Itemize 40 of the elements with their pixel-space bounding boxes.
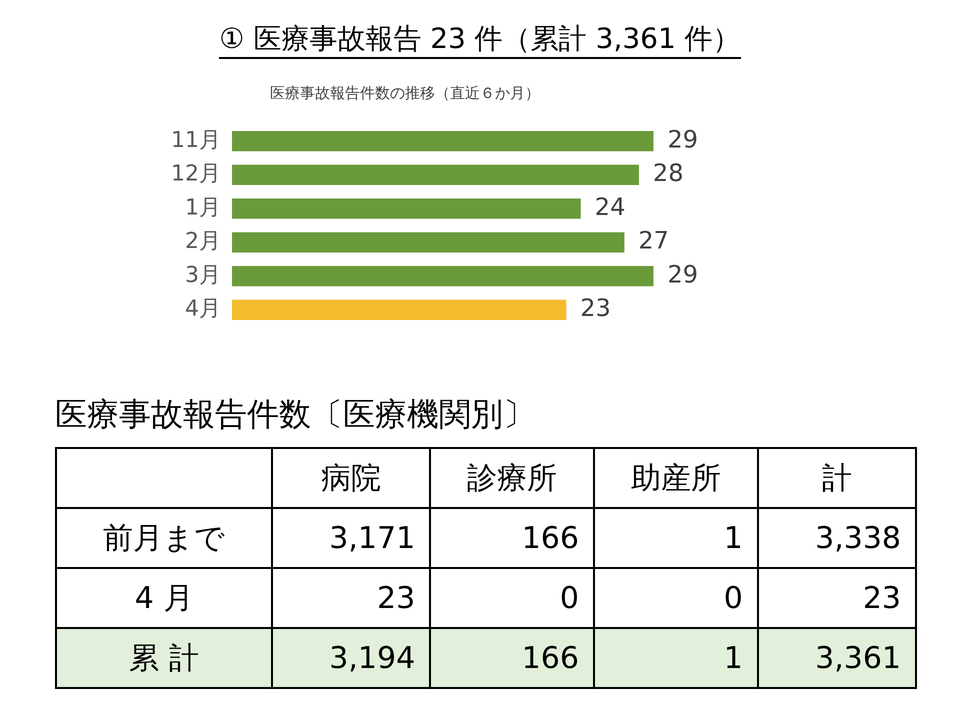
- category-label: 4 月: [134, 580, 194, 616]
- text: 23: [377, 580, 416, 616]
- text: 3,171: [329, 520, 416, 556]
- text: 医療事故報告件数〔医療機関別〕: [55, 394, 536, 435]
- text: 3,194: [329, 640, 416, 676]
- text: 1: [724, 520, 743, 556]
- y-tick-label: 1月: [184, 195, 221, 220]
- y-tick-label: 4月: [184, 296, 221, 322]
- text: 23: [862, 580, 901, 616]
- bar: [232, 164, 639, 185]
- text: 166: [522, 520, 579, 556]
- category-label: 診療所: [430, 448, 594, 508]
- category-label: 計: [758, 448, 916, 508]
- bar: [232, 198, 581, 219]
- y-tick-label: 11月: [170, 128, 221, 153]
- category-label: 累 計: [129, 640, 199, 676]
- text: 166: [522, 640, 579, 676]
- data-label: 23: [580, 294, 611, 322]
- text: 3,361: [815, 640, 901, 676]
- y-tick-label: 3月: [184, 262, 221, 288]
- bar: [232, 232, 624, 253]
- data-label: 29: [667, 260, 698, 288]
- data-label: 27: [638, 226, 669, 255]
- text: 0: [560, 580, 579, 616]
- text: 3,338: [815, 520, 901, 556]
- bar: [232, 266, 654, 286]
- data-label: 29: [667, 125, 698, 154]
- category-label: 助産所: [594, 448, 758, 508]
- y-tick-label: 2月: [184, 229, 221, 254]
- y-tick-label: 12月: [170, 162, 221, 187]
- text: 0: [724, 580, 743, 616]
- text: 1: [724, 640, 743, 676]
- chart-title: ① 医療事故報告 23 件（累計 3,361 件）: [219, 22, 741, 59]
- bar: [232, 130, 654, 152]
- chart-subtitle: 医療事故報告件数の推移（直近６か月）: [270, 84, 540, 103]
- category-label: 病院: [272, 448, 430, 508]
- category-label: 前月まで: [103, 520, 225, 556]
- data-label: 24: [594, 192, 626, 221]
- data-label: 28: [652, 159, 684, 188]
- bar: [232, 300, 566, 320]
